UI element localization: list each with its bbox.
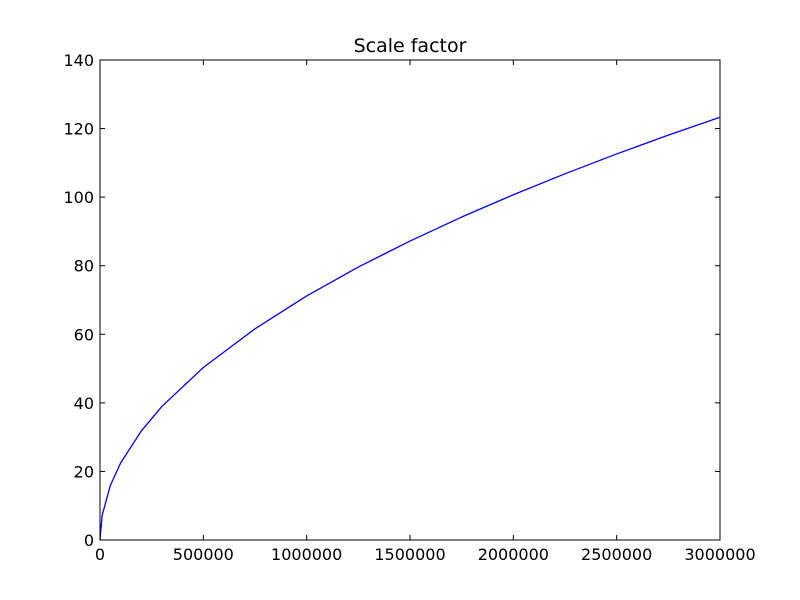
- x-tick-label: 3000000: [684, 545, 755, 564]
- plot-area: [100, 60, 720, 540]
- y-tick-label: 20: [74, 462, 94, 481]
- y-tick-label: 100: [63, 188, 94, 207]
- y-tick-label: 140: [63, 51, 94, 70]
- x-tick-label: 500000: [173, 545, 234, 564]
- y-tick-label: 40: [74, 394, 94, 413]
- x-tick-label: 2500000: [581, 545, 652, 564]
- y-tick-label: 120: [63, 120, 94, 139]
- x-tick-label: 2000000: [478, 545, 549, 564]
- chart-title: Scale factor: [354, 35, 467, 57]
- y-tick-label: 80: [74, 257, 94, 276]
- series-line: [99, 116, 721, 541]
- y-tick-label: 0: [84, 531, 94, 550]
- y-tick-label: 60: [74, 325, 94, 344]
- x-tick-label: 0: [95, 545, 105, 564]
- plot-frame: [99, 59, 721, 541]
- x-tick-label: 1500000: [374, 545, 445, 564]
- x-tick-label: 1000000: [271, 545, 342, 564]
